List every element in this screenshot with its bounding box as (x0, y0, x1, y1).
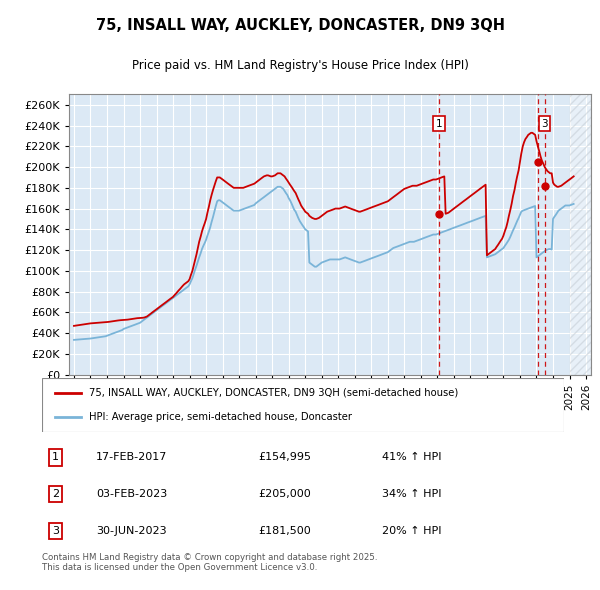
Text: 3: 3 (541, 119, 548, 129)
Text: Contains HM Land Registry data © Crown copyright and database right 2025.
This d: Contains HM Land Registry data © Crown c… (42, 553, 377, 572)
Text: 2: 2 (52, 489, 59, 499)
Text: £181,500: £181,500 (258, 526, 311, 536)
Text: 1: 1 (436, 119, 443, 129)
Text: 3: 3 (52, 526, 59, 536)
Text: 75, INSALL WAY, AUCKLEY, DONCASTER, DN9 3QH (semi-detached house): 75, INSALL WAY, AUCKLEY, DONCASTER, DN9 … (89, 388, 458, 398)
Text: 1: 1 (52, 453, 59, 463)
Text: £154,995: £154,995 (258, 453, 311, 463)
Text: £205,000: £205,000 (258, 489, 311, 499)
Text: 17-FEB-2017: 17-FEB-2017 (96, 453, 167, 463)
Text: 30-JUN-2023: 30-JUN-2023 (96, 526, 167, 536)
Text: 03-FEB-2023: 03-FEB-2023 (96, 489, 167, 499)
Bar (569, 94, 591, 375)
Text: HPI: Average price, semi-detached house, Doncaster: HPI: Average price, semi-detached house,… (89, 412, 352, 422)
Text: Price paid vs. HM Land Registry's House Price Index (HPI): Price paid vs. HM Land Registry's House … (131, 60, 469, 73)
Text: 75, INSALL WAY, AUCKLEY, DONCASTER, DN9 3QH: 75, INSALL WAY, AUCKLEY, DONCASTER, DN9 … (95, 18, 505, 33)
Text: 20% ↑ HPI: 20% ↑ HPI (382, 526, 442, 536)
Text: 41% ↑ HPI: 41% ↑ HPI (382, 453, 442, 463)
Text: 34% ↑ HPI: 34% ↑ HPI (382, 489, 442, 499)
